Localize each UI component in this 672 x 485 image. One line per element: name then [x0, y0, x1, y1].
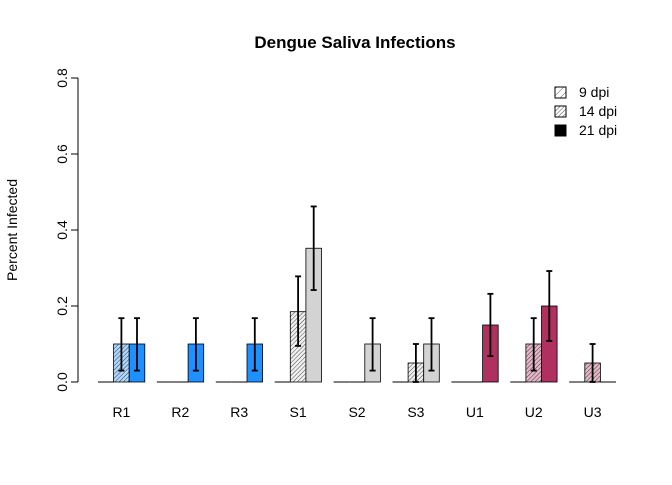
bars-group — [98, 205, 616, 383]
chart-title: Dengue Saliva Infections — [254, 33, 455, 52]
y-tick-label: 0.8 — [54, 68, 70, 88]
legend-label: 14 dpi — [579, 103, 617, 119]
legend-label: 21 dpi — [579, 122, 617, 138]
x-tick-label: U3 — [584, 404, 602, 420]
legend-swatch — [554, 86, 567, 99]
x-tick-label: U1 — [466, 404, 484, 420]
y-axis: 0.0 0.2 0.4 0.6 0.8 — [54, 68, 79, 392]
x-tick-label: U2 — [525, 404, 543, 420]
x-tick-label: S2 — [348, 404, 365, 420]
y-tick-label: 0.0 — [54, 372, 70, 392]
legend-swatch — [554, 124, 567, 137]
legend-label: 9 dpi — [579, 84, 609, 100]
legend-swatch — [554, 105, 567, 118]
legend: 9 dpi 14 dpi 21 dpi — [554, 84, 617, 138]
x-tick-label: S1 — [290, 404, 307, 420]
x-tick-label: R2 — [171, 404, 189, 420]
x-tick-labels: R1 R2 R3 S1 S2 S3 U1 U2 U3 — [112, 404, 601, 420]
y-axis-label: Percent Infected — [4, 179, 20, 281]
x-tick-label: R1 — [112, 404, 130, 420]
y-tick-label: 0.2 — [54, 296, 70, 316]
y-tick-label: 0.6 — [54, 144, 70, 164]
y-tick-label: 0.4 — [54, 220, 70, 240]
x-tick-label: S3 — [407, 404, 424, 420]
x-tick-label: R3 — [230, 404, 248, 420]
